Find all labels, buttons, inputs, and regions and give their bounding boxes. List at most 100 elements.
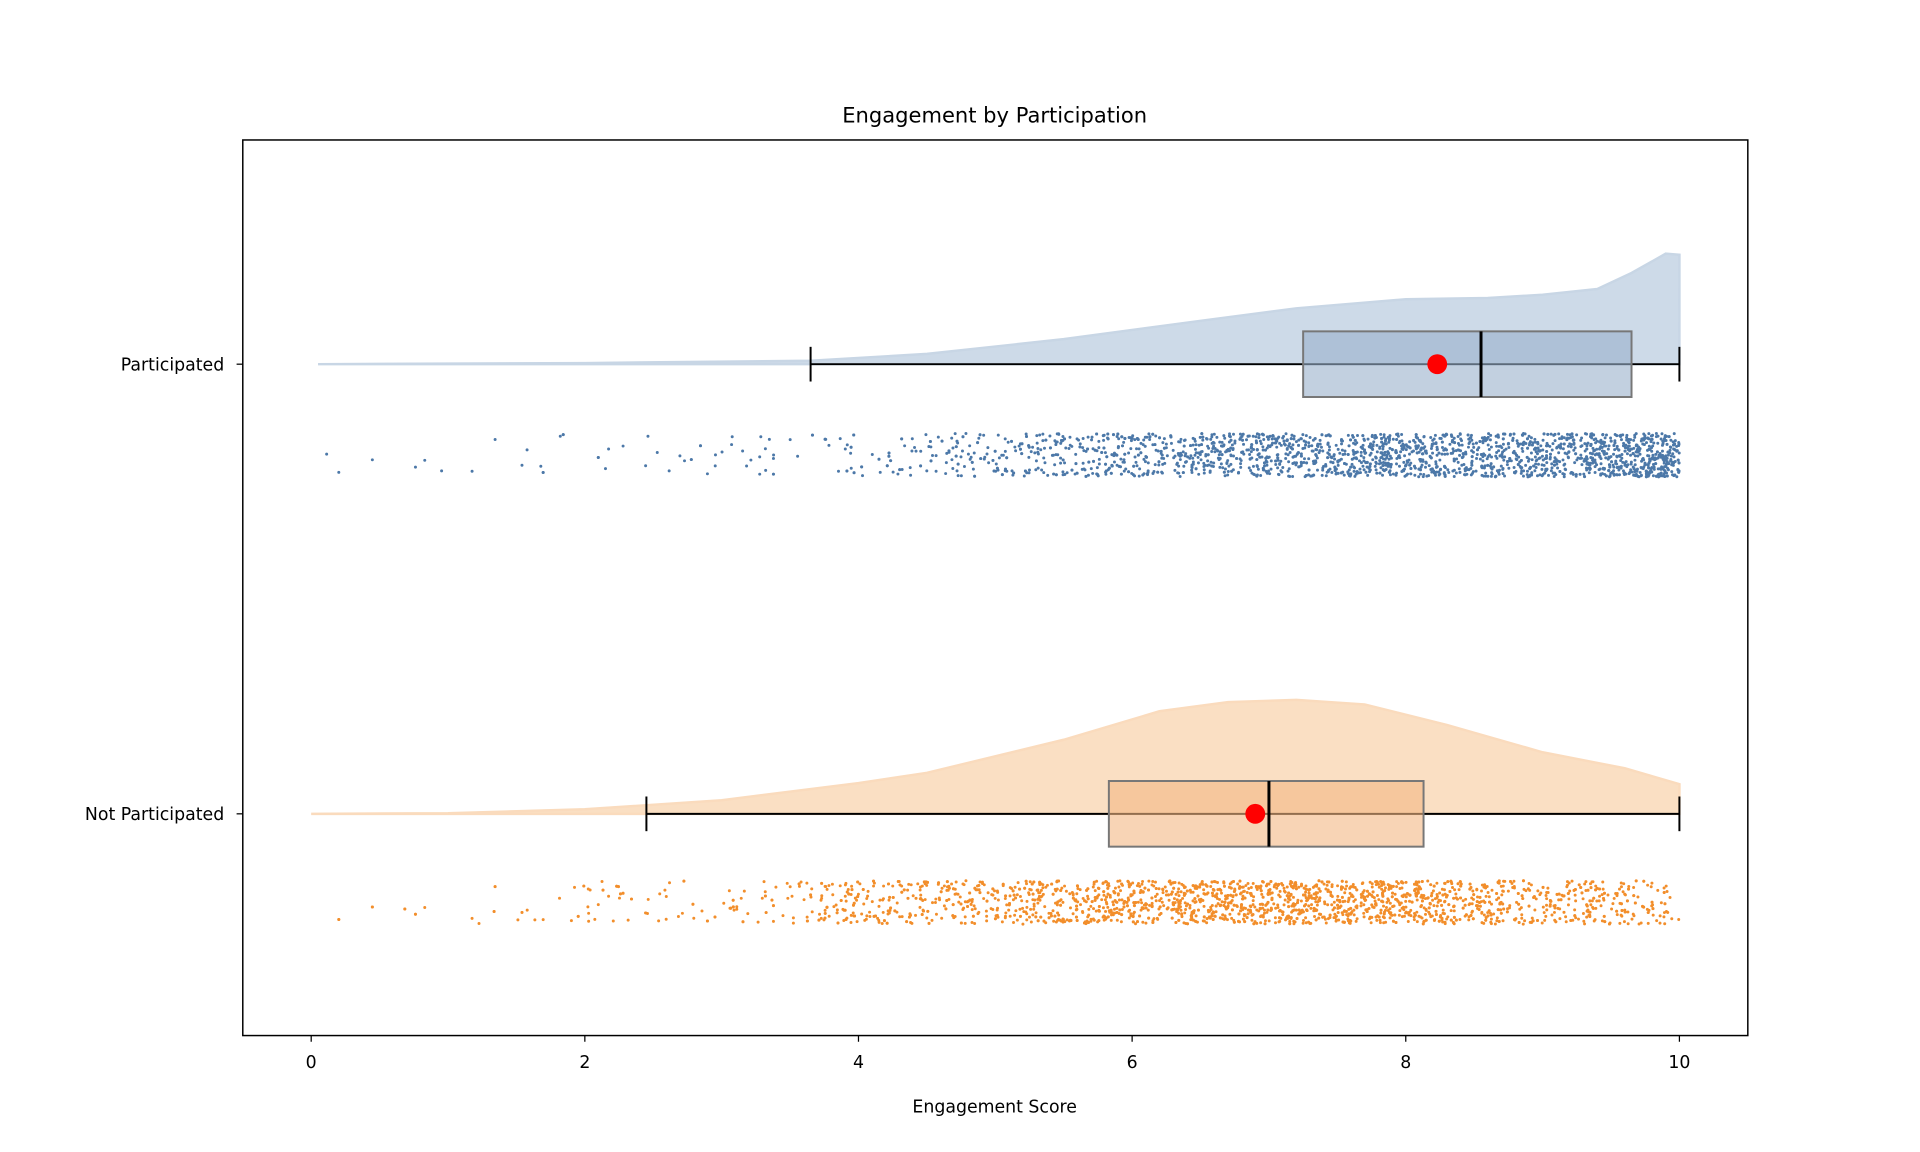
data-point [1238,879,1242,883]
data-point [1346,452,1350,456]
data-point [1558,469,1562,473]
data-point [970,460,974,464]
data-point [878,470,882,474]
data-point [1322,882,1326,886]
data-point [1074,452,1078,456]
data-point [1527,434,1531,438]
data-point [1571,438,1575,442]
data-point [1379,466,1383,470]
data-point [1211,918,1215,921]
data-point [1497,896,1501,900]
data-point [1182,444,1186,448]
data-point [1456,448,1460,452]
data-point [1328,913,1332,917]
data-point [1081,437,1085,440]
data-point [1127,909,1131,913]
data-point [617,896,621,900]
data-point [1530,471,1534,475]
data-point [1251,881,1255,885]
data-point [1424,461,1428,465]
data-point [1243,896,1247,900]
data-point [1177,894,1181,898]
data-point [1059,438,1063,442]
data-point [1384,439,1387,443]
data-point [440,469,444,473]
data-point [1191,884,1195,888]
data-point [1071,892,1075,896]
data-point [1489,433,1493,437]
data-point [1359,461,1363,465]
data-point [823,884,827,888]
data-point [759,435,763,439]
data-point [1226,449,1230,453]
data-point [1597,899,1601,903]
data-point [1161,462,1165,466]
data-point [956,474,960,478]
data-point [1287,474,1291,478]
data-point [1606,893,1610,897]
data-point [934,469,938,473]
data-point [1632,446,1636,450]
data-point [1101,906,1105,910]
data-point [1584,880,1588,884]
data-point [1677,443,1681,447]
data-point [1198,435,1202,439]
data-point [898,915,902,919]
data-point [1183,885,1187,889]
plot-area [311,252,1681,926]
data-point [1391,919,1395,923]
data-point [1623,910,1627,914]
data-point [1594,437,1598,441]
data-point [1175,461,1179,465]
data-point [1385,456,1389,460]
data-point [1198,900,1202,904]
data-point [1453,888,1457,892]
data-point [1459,449,1463,453]
data-point [1621,890,1625,894]
data-point [1633,435,1637,439]
data-point [836,921,840,925]
data-point [1175,898,1179,902]
data-point [1570,470,1574,474]
data-point [1231,448,1235,452]
data-point [1054,443,1058,447]
data-point [1382,912,1386,916]
data-point [1259,474,1263,478]
data-point [1407,458,1411,462]
data-point [1600,472,1604,476]
data-point [1015,893,1019,897]
data-point [1117,898,1121,902]
data-point [1493,922,1497,926]
data-point [1215,892,1219,896]
data-point [1644,475,1648,479]
data-point [1220,900,1224,904]
data-point [1573,893,1577,897]
data-point [850,884,854,888]
data-point [1045,883,1049,887]
data-point [1659,471,1663,475]
data-point [1132,901,1136,905]
data-point [930,918,934,922]
data-point [1350,462,1354,466]
data-point [1279,443,1283,447]
data-point [996,906,1000,910]
data-point [1068,892,1072,896]
data-point [1338,898,1342,902]
data-point [1032,880,1036,884]
data-point [1532,895,1536,899]
data-point [1154,899,1158,903]
data-point [1262,464,1266,468]
data-point [1394,897,1398,901]
data-point [1378,918,1382,922]
data-point [470,916,474,920]
data-point [1645,907,1649,911]
data-point [929,459,933,463]
data-point [1629,447,1633,451]
data-point [1427,906,1431,910]
data-point [1329,460,1333,464]
data-point [1460,439,1464,443]
data-point [1288,451,1292,454]
data-point [1283,443,1287,447]
data-point [1212,444,1216,448]
data-point [1336,894,1340,898]
